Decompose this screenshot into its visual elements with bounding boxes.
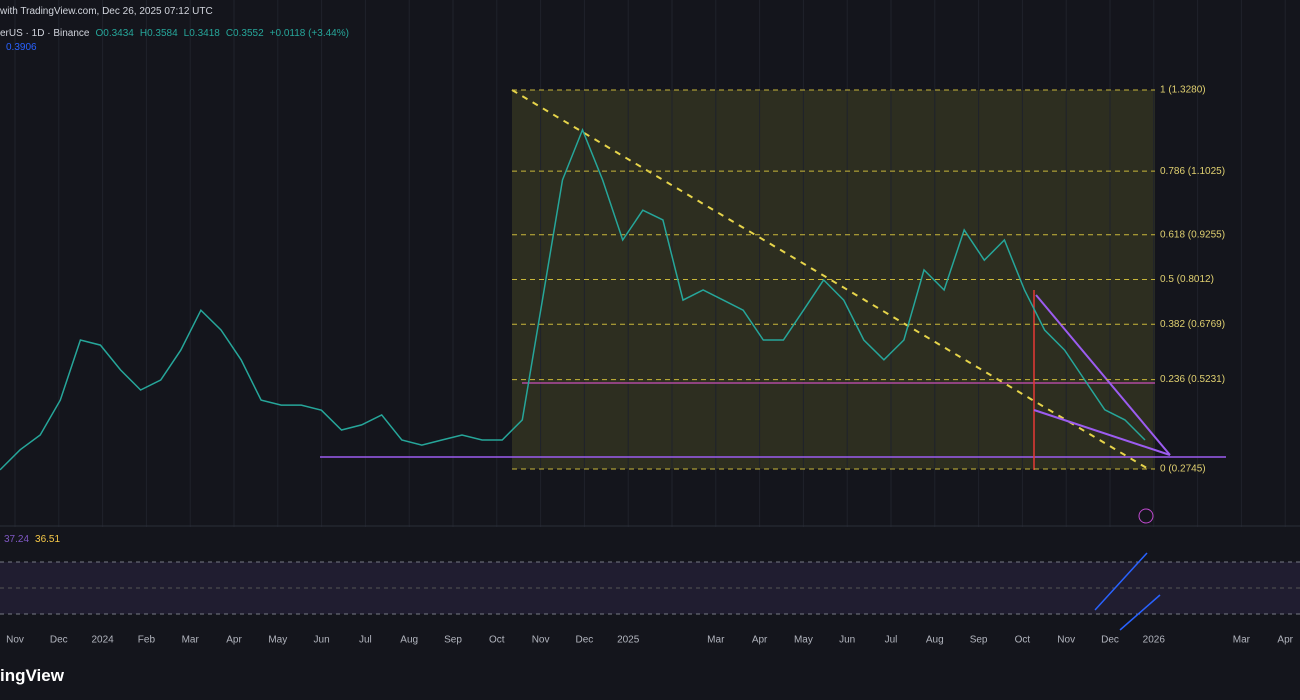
low: L0.3418	[183, 28, 220, 39]
x-tick-label: Nov	[532, 635, 550, 646]
rsi: 37.24	[4, 534, 30, 545]
x-tick-label: May	[794, 635, 813, 646]
chart: Apr Nov Dec 2024 Feb Mar Apr May Jun Jul Aug Sep Oc…	[0, 0, 1300, 646]
symbol-line: erUS · 1D · Binance O0.3434 H0.3584 L0.3…	[0, 28, 349, 39]
x-tick-label: Jun	[839, 635, 855, 646]
wedge-lower	[1033, 409, 1171, 456]
fib-label: 1 (1.3280)	[1160, 85, 1206, 96]
fib-label: 0.786 (1.1025)	[1160, 166, 1225, 177]
x-tick-label: 2025	[617, 635, 640, 646]
rsi-trend-2	[1119, 594, 1161, 631]
x-tick-label: Mar	[707, 635, 725, 646]
x-tick-label: Apr	[226, 635, 242, 646]
trend-line	[511, 89, 1151, 471]
change: +0.0118 (+3.44%)	[269, 28, 349, 39]
symbol: erUS · 1D · Binance	[0, 28, 90, 39]
alert-icon	[1138, 508, 1154, 524]
fib-label: 0.382 (0.6769)	[1160, 319, 1225, 330]
x-tick-label: Dec	[1101, 635, 1119, 646]
x-tick-label: Aug	[400, 635, 418, 646]
source-line: with TradingView.com, Dec 26, 2025 07:12…	[0, 6, 213, 17]
x-tick-label: Nov	[1057, 635, 1075, 646]
x-tick-label: Feb	[138, 635, 156, 646]
fib-label: 0.5 (0.8012)	[1160, 274, 1214, 285]
x-tick-label: Mar	[1233, 635, 1251, 646]
rsi-pane	[0, 527, 1300, 623]
rsi-band	[0, 562, 1300, 614]
x-tick-label: Mar	[182, 635, 200, 646]
rsi-trend-1	[1094, 552, 1148, 611]
x-tick-label: Jul	[359, 635, 372, 646]
x-tick-label: 2026	[1143, 635, 1166, 646]
x-tick-label: May	[268, 635, 287, 646]
x-tick-label: Jun	[314, 635, 330, 646]
high: H0.3584	[139, 28, 178, 39]
x-tick-label: Sep	[444, 635, 462, 646]
ma-value: 0.3906	[6, 42, 37, 53]
wedge-upper	[1035, 294, 1171, 456]
x-tick-label: Oct	[1015, 635, 1031, 646]
fib-label: 0.618 (0.9255)	[1160, 229, 1225, 240]
open: O0.3434	[95, 28, 134, 39]
x-tick-label: Sep	[970, 635, 988, 646]
x-tick-label: Aug	[926, 635, 944, 646]
x-tick-label: Dec	[50, 635, 68, 646]
fib-label: 0 (0.2745)	[1160, 464, 1206, 475]
fib-label: 0.236 (0.5231)	[1160, 374, 1225, 385]
rsi-ma: 36.51	[35, 534, 61, 545]
brand: ingView	[0, 666, 64, 685]
rsi-values: 37.24 36.51	[4, 534, 60, 545]
close: C0.3552	[225, 28, 264, 39]
x-tick-label: Apr	[1277, 635, 1293, 646]
x-tick-label: Nov	[6, 635, 24, 646]
fib-zone	[512, 90, 1155, 469]
x-tick-label: 2024	[91, 635, 114, 646]
price-line	[0, 127, 1146, 471]
x-tick-label: Oct	[489, 635, 505, 646]
x-tick-label: Apr	[752, 635, 768, 646]
x-tick-label: Jul	[885, 635, 898, 646]
x-tick-label: Dec	[576, 635, 594, 646]
